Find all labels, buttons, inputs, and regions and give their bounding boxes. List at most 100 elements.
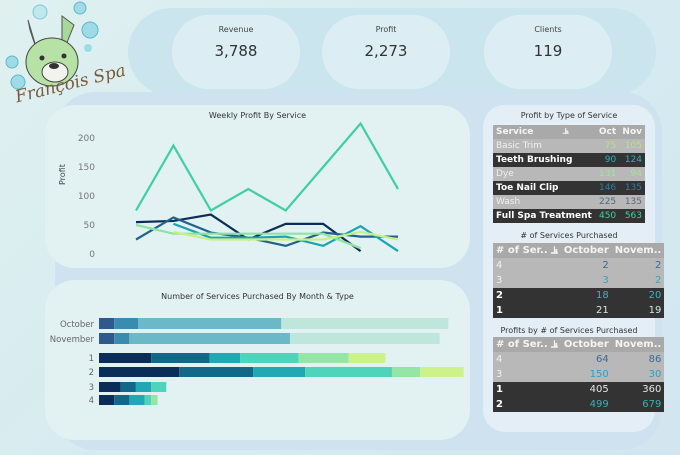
col-header[interactable]: # of Ser.. ⫡ [493, 337, 561, 352]
col-header[interactable]: October [560, 337, 612, 352]
bar-segment[interactable] [99, 382, 121, 392]
table-row[interactable]: Dye 131 94 [493, 167, 645, 181]
line-chart-title: Weekly Profit By Service [208, 111, 307, 120]
cell-value: 30 [611, 367, 665, 382]
bar-segment[interactable] [99, 395, 115, 405]
bar-category-label: 4 [89, 396, 94, 406]
profit-by-type-title: Profit by Type of Service [520, 111, 618, 120]
logo: François Spa [0, 0, 135, 107]
table-row[interactable]: Toe Nail Clip 146 135 [493, 181, 645, 195]
bar-segment[interactable] [391, 367, 421, 377]
bar-segment[interactable] [129, 333, 290, 344]
series-line-3[interactable] [135, 216, 398, 248]
row-label: 3 [493, 367, 561, 382]
bar-segment[interactable] [253, 367, 306, 377]
kpi-value: 3,788 [214, 42, 258, 60]
cell-value: 150 [560, 367, 612, 382]
sort-icon[interactable]: ⫡ [551, 339, 558, 350]
bar-segment[interactable] [144, 395, 152, 405]
bar-segment[interactable] [298, 353, 349, 363]
cell-value: 135 [619, 195, 645, 209]
bar-segment[interactable] [281, 318, 449, 329]
bar-segment[interactable] [135, 382, 152, 392]
cell-value: 131 [595, 167, 620, 181]
cell-value: 124 [619, 153, 645, 167]
row-label: 1 [493, 382, 561, 397]
cell-value: 360 [611, 382, 665, 397]
cell-value: 2 [611, 258, 665, 273]
cell-value: 499 [560, 397, 612, 412]
cell-value: 450 [595, 209, 620, 223]
col-header[interactable]: # of Ser.. ⫡ [493, 243, 561, 258]
row-label: 4 [493, 352, 561, 367]
col-header[interactable]: Oct [595, 125, 620, 139]
bar-segment[interactable] [209, 353, 241, 363]
bar-segment[interactable] [289, 333, 440, 344]
bar-segment[interactable] [99, 318, 115, 329]
table-row[interactable]: 2 18 20 [493, 288, 665, 303]
row-label: Basic Trim [493, 139, 596, 153]
dog-logo-icon [5, 1, 99, 90]
services-purchased-title: # of Services Purchased [520, 231, 618, 240]
col-header[interactable]: Novem.. [611, 337, 665, 352]
bar-segment[interactable] [99, 333, 115, 344]
profits-by-count-title: Profits by # of Services Purchased [500, 326, 638, 335]
bar-segment[interactable] [129, 395, 145, 405]
bar-segment[interactable] [114, 333, 130, 344]
bar-segment[interactable] [348, 353, 386, 363]
y-tick-label: 100 [78, 192, 95, 202]
kpi-clients: Clients 119 [484, 15, 612, 89]
table-row[interactable]: Wash 225 135 [493, 195, 645, 209]
col-header[interactable]: Service ⫡ [493, 125, 596, 139]
bar-category-label: 1 [89, 354, 94, 364]
series-line-5[interactable] [135, 223, 361, 250]
bar-segment[interactable] [114, 318, 139, 329]
table-row[interactable]: 4 64 86 [493, 352, 665, 367]
bar-segment[interactable] [99, 367, 180, 377]
table-row[interactable]: 2 499 679 [493, 397, 665, 412]
bar-segment[interactable] [120, 382, 136, 392]
profit-by-type-table: Service ⫡ Oct Nov Basic Trim 75 105 Teeth Bru… [493, 125, 645, 223]
bar-segment[interactable] [151, 395, 158, 405]
row-label: 1 [493, 303, 561, 318]
kpi-profit: Profit 2,273 [322, 15, 450, 89]
bar-segment[interactable] [179, 367, 254, 377]
bar-segment[interactable] [305, 367, 392, 377]
services-purchased-table: # of Ser.. ⫡ October Novem.. 4 2 2 3 3 2 2 18 20 1 2… [493, 243, 665, 318]
table-row[interactable]: Teeth Brushing 90 124 [493, 153, 645, 167]
bar-segment[interactable] [420, 367, 464, 377]
table-row[interactable]: 1 21 19 [493, 303, 665, 318]
sort-icon[interactable]: ⫡ [562, 127, 569, 137]
bar-category-label: October [60, 320, 95, 330]
bar-segment[interactable] [99, 353, 152, 363]
bar-category-label: 2 [89, 368, 94, 378]
table-row[interactable]: Basic Trim 75 105 [493, 139, 645, 153]
kpi-label: Revenue [218, 25, 254, 34]
col-header[interactable]: Nov [619, 125, 645, 139]
sort-icon[interactable]: ⫡ [551, 245, 558, 256]
table-row[interactable]: 1 405 360 [493, 382, 665, 397]
bar-segment[interactable] [138, 318, 282, 329]
cell-value: 86 [611, 352, 665, 367]
bar-segment[interactable] [114, 395, 130, 405]
kpi-label: Clients [534, 25, 562, 34]
col-header[interactable]: October [560, 243, 612, 258]
kpi-value: 2,273 [364, 42, 408, 60]
y-axis-label: Profit [58, 164, 67, 185]
series-line-1[interactable] [135, 121, 399, 213]
table-row[interactable]: 3 150 30 [493, 367, 665, 382]
cell-value: 94 [619, 167, 645, 181]
col-header[interactable]: Novem.. [611, 243, 665, 258]
table-row[interactable]: Full Spa Treatment 450 563 [493, 209, 645, 223]
series-line-6[interactable] [173, 230, 399, 241]
bar-segment[interactable] [151, 353, 210, 363]
series-line-4[interactable] [173, 222, 399, 253]
y-tick-label: 200 [78, 134, 95, 144]
row-label: Full Spa Treatment [493, 209, 596, 223]
bar-segment[interactable] [151, 382, 167, 392]
bar-segment[interactable] [240, 353, 299, 363]
bar-chart: October November 1 2 3 4 [50, 318, 464, 406]
cell-value: 135 [619, 181, 645, 195]
